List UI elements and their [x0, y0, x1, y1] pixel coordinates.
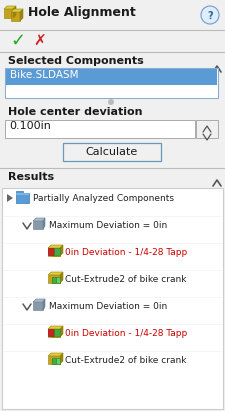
FancyBboxPatch shape [52, 331, 60, 337]
Text: 0in Deviation - 1/4-28 Tapp: 0in Deviation - 1/4-28 Tapp [65, 329, 187, 338]
Polygon shape [60, 353, 63, 364]
FancyBboxPatch shape [56, 277, 60, 283]
Polygon shape [20, 9, 23, 21]
FancyBboxPatch shape [48, 248, 54, 255]
Text: Bike.SLDASM: Bike.SLDASM [10, 70, 79, 80]
Text: 0.100in: 0.100in [9, 121, 51, 131]
Text: ✗: ✗ [33, 34, 46, 49]
FancyBboxPatch shape [48, 329, 60, 337]
Text: Results: Results [8, 172, 54, 182]
Polygon shape [33, 218, 45, 221]
FancyBboxPatch shape [56, 358, 60, 364]
FancyBboxPatch shape [0, 0, 225, 30]
FancyBboxPatch shape [2, 188, 223, 409]
FancyBboxPatch shape [6, 85, 217, 97]
FancyBboxPatch shape [4, 9, 13, 18]
FancyBboxPatch shape [54, 329, 60, 336]
Text: Selected Components: Selected Components [8, 56, 144, 66]
FancyBboxPatch shape [11, 12, 20, 21]
Polygon shape [60, 326, 63, 337]
Polygon shape [60, 272, 63, 283]
Text: ✓: ✓ [10, 32, 25, 50]
FancyBboxPatch shape [52, 277, 60, 283]
Text: ?: ? [207, 11, 213, 21]
FancyBboxPatch shape [52, 358, 60, 364]
Text: Cut-Extrude2 of bike crank: Cut-Extrude2 of bike crank [65, 356, 187, 365]
Text: Maximum Deviation = 0in: Maximum Deviation = 0in [49, 302, 167, 311]
FancyBboxPatch shape [54, 248, 60, 255]
FancyBboxPatch shape [52, 277, 56, 283]
FancyBboxPatch shape [48, 275, 60, 283]
Polygon shape [33, 299, 45, 302]
FancyBboxPatch shape [196, 120, 218, 138]
Circle shape [108, 99, 114, 105]
Polygon shape [43, 299, 45, 310]
FancyBboxPatch shape [52, 250, 60, 256]
Polygon shape [48, 326, 63, 329]
Polygon shape [13, 6, 16, 18]
Text: Hole center deviation: Hole center deviation [8, 107, 142, 117]
Polygon shape [48, 245, 63, 248]
FancyBboxPatch shape [5, 120, 195, 138]
Text: Partially Analyzed Components: Partially Analyzed Components [33, 194, 174, 203]
FancyBboxPatch shape [33, 221, 43, 229]
FancyBboxPatch shape [63, 143, 161, 161]
Text: Calculate: Calculate [86, 147, 138, 157]
Text: Cut-Extrude2 of bike crank: Cut-Extrude2 of bike crank [65, 275, 187, 284]
Text: 0in Deviation - 1/4-28 Tapp: 0in Deviation - 1/4-28 Tapp [65, 248, 187, 257]
Polygon shape [48, 353, 63, 356]
FancyBboxPatch shape [48, 356, 60, 364]
FancyBboxPatch shape [52, 358, 56, 364]
Circle shape [201, 6, 219, 24]
FancyBboxPatch shape [6, 69, 217, 85]
Polygon shape [11, 9, 23, 12]
Polygon shape [43, 218, 45, 229]
FancyBboxPatch shape [33, 302, 43, 310]
FancyBboxPatch shape [16, 193, 29, 203]
Polygon shape [7, 194, 13, 202]
FancyBboxPatch shape [48, 248, 60, 256]
FancyBboxPatch shape [16, 193, 29, 195]
Text: Maximum Deviation = 0in: Maximum Deviation = 0in [49, 221, 167, 230]
FancyBboxPatch shape [16, 191, 23, 194]
Polygon shape [48, 272, 63, 275]
Polygon shape [60, 245, 63, 256]
FancyBboxPatch shape [48, 329, 54, 336]
FancyBboxPatch shape [5, 68, 218, 98]
Text: Hole Alignment: Hole Alignment [28, 6, 136, 19]
Polygon shape [4, 6, 16, 9]
